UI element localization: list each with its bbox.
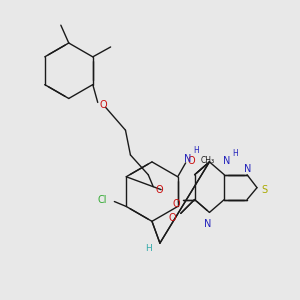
Text: N: N: [184, 154, 191, 164]
Text: N: N: [244, 164, 251, 174]
Text: O: O: [169, 213, 177, 224]
Text: N: N: [223, 156, 230, 166]
Text: O: O: [100, 100, 107, 110]
Text: O: O: [173, 200, 181, 209]
Text: O: O: [155, 184, 163, 195]
Text: O: O: [188, 156, 195, 166]
Text: N: N: [204, 219, 211, 229]
Text: H: H: [194, 146, 200, 155]
Text: Cl: Cl: [98, 194, 107, 205]
Text: CH₃: CH₃: [200, 156, 214, 165]
Text: H: H: [232, 149, 238, 158]
Text: H: H: [145, 244, 152, 253]
Text: S: S: [262, 184, 268, 195]
